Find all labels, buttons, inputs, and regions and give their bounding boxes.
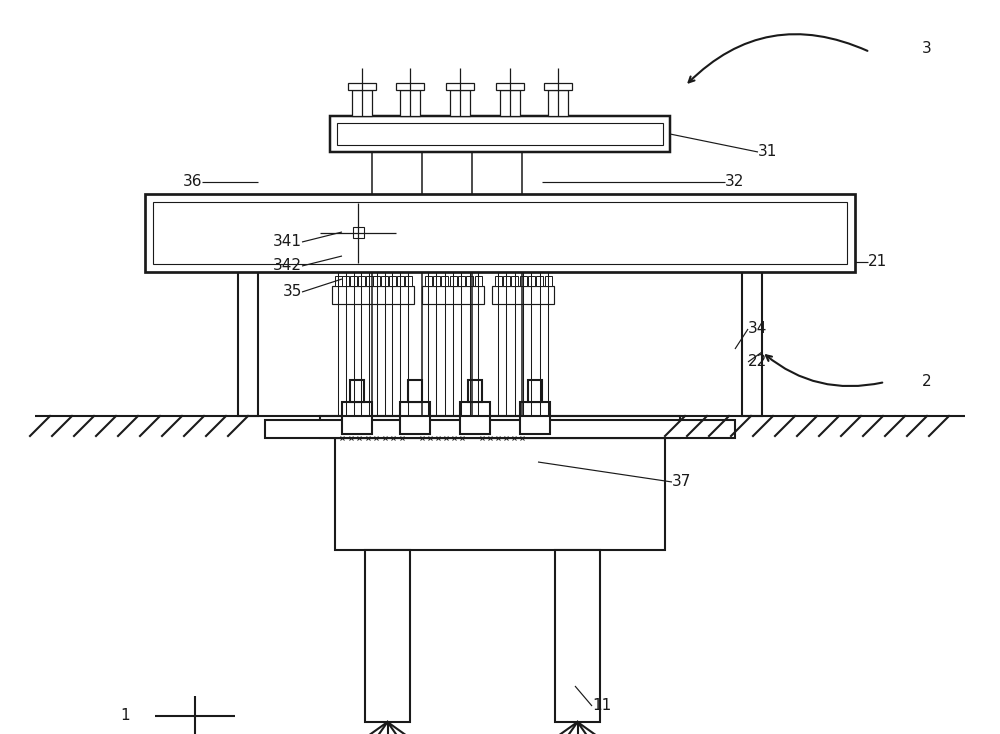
Bar (511, 276, 518, 286)
Bar (153, 202, 847, 264)
Text: 31: 31 (758, 145, 777, 159)
Text: 3: 3 (922, 42, 932, 57)
Bar (450, 90, 470, 116)
Bar (555, 550, 600, 722)
Bar (330, 116, 670, 152)
Bar (265, 420, 735, 438)
Bar (742, 254, 762, 416)
Bar (350, 276, 357, 286)
Bar (342, 402, 372, 434)
Bar (458, 276, 465, 286)
Bar (544, 276, 552, 286)
Text: 22: 22 (748, 355, 767, 369)
Bar (342, 276, 349, 286)
Bar (404, 276, 412, 286)
Bar (503, 276, 510, 286)
Bar (450, 276, 456, 286)
Bar (400, 90, 420, 116)
Bar (381, 276, 388, 286)
Bar (460, 402, 490, 434)
Bar (475, 276, 482, 286)
Text: 37: 37 (672, 474, 691, 490)
Text: 32: 32 (725, 175, 744, 189)
Text: 36: 36 (182, 175, 202, 189)
Bar (424, 276, 432, 286)
Bar (366, 276, 373, 286)
Bar (350, 380, 364, 402)
Bar (520, 402, 550, 434)
Bar (352, 228, 364, 239)
Text: 35: 35 (283, 285, 302, 299)
Bar (334, 276, 342, 286)
Bar (373, 276, 380, 286)
Bar (492, 286, 554, 304)
Text: 341: 341 (273, 234, 302, 250)
Bar (433, 276, 440, 286)
Bar (422, 286, 484, 304)
Bar (352, 90, 372, 116)
Text: 342: 342 (273, 258, 302, 274)
Bar (335, 438, 665, 550)
Bar (238, 254, 258, 416)
Bar (396, 83, 424, 90)
Bar (348, 83, 376, 90)
Bar (446, 83, 474, 90)
Bar (332, 286, 414, 304)
Bar (496, 83, 524, 90)
Bar (441, 276, 448, 286)
Text: 2: 2 (922, 374, 932, 390)
Bar (520, 276, 526, 286)
Bar (389, 276, 396, 286)
Bar (536, 276, 543, 286)
Text: 1: 1 (120, 708, 130, 724)
Bar (358, 276, 365, 286)
Text: 11: 11 (592, 699, 611, 713)
Bar (145, 194, 855, 272)
Bar (337, 123, 663, 145)
Bar (548, 90, 568, 116)
Bar (466, 276, 473, 286)
Bar (397, 276, 404, 286)
Bar (320, 416, 680, 438)
Bar (365, 550, 410, 722)
Bar (468, 380, 482, 402)
Bar (528, 276, 535, 286)
Bar (494, 276, 502, 286)
Bar (528, 380, 542, 402)
Bar (544, 83, 572, 90)
Bar (408, 380, 422, 402)
Text: 21: 21 (868, 255, 887, 269)
Text: 34: 34 (748, 321, 767, 336)
Bar (500, 90, 520, 116)
Bar (400, 402, 430, 434)
